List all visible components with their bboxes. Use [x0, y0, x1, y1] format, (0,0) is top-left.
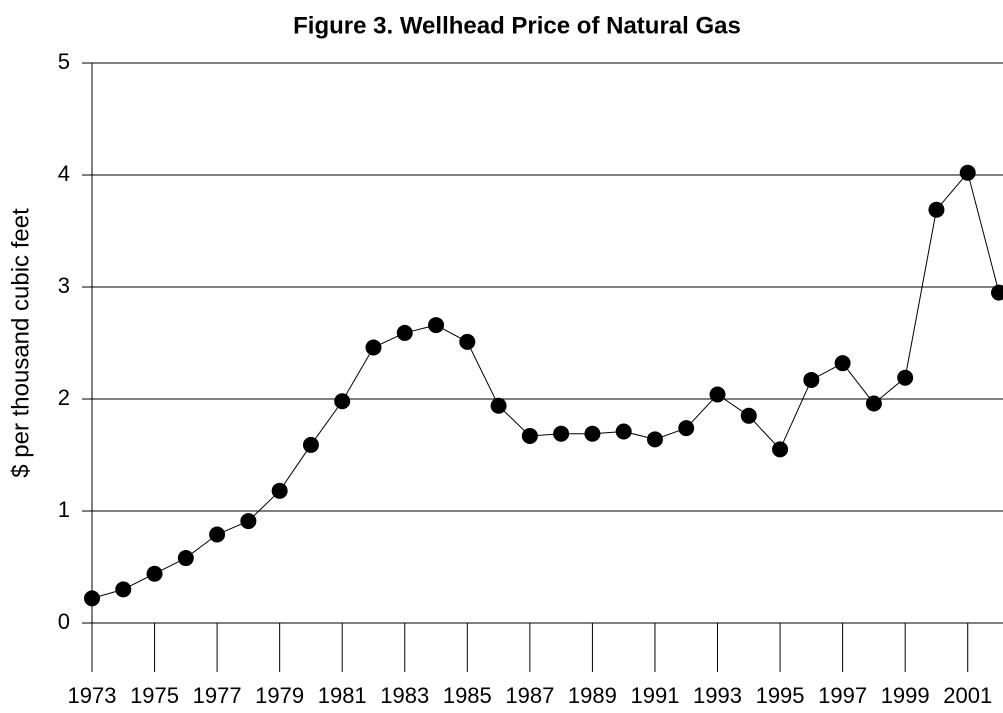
x-tick-label: 1983	[380, 683, 429, 708]
x-tick-label: 1991	[630, 683, 679, 708]
x-tick-label: 1973	[68, 683, 117, 708]
x-tick-label: 1979	[255, 683, 304, 708]
point	[84, 590, 100, 607]
point	[302, 436, 319, 453]
point	[865, 395, 882, 412]
y-tick-label: 1	[58, 497, 70, 522]
point	[897, 369, 914, 386]
point	[271, 482, 288, 499]
point	[959, 164, 976, 181]
point	[177, 550, 194, 567]
point	[490, 397, 507, 414]
x-tick-label: 1977	[193, 683, 242, 708]
point	[521, 427, 538, 444]
point	[803, 371, 820, 388]
point	[740, 407, 757, 424]
x-tick-label: 1975	[130, 683, 179, 708]
point	[678, 420, 695, 437]
point	[459, 333, 476, 350]
x-tick-label: 1985	[443, 683, 492, 708]
point	[240, 513, 257, 530]
y-tick-label: 2	[58, 385, 70, 410]
point	[209, 526, 226, 543]
point	[772, 441, 789, 458]
y-tick-label: 5	[58, 49, 70, 74]
point	[646, 431, 663, 448]
point	[928, 201, 945, 218]
chart-title: Figure 3. Wellhead Price of Natural Gas	[293, 12, 741, 39]
point	[553, 425, 570, 442]
x-tick-label: 1987	[505, 683, 554, 708]
x-tick-label: 1997	[818, 683, 867, 708]
y-tick-label: 3	[58, 273, 70, 298]
point	[615, 423, 632, 440]
y-tick-label: 4	[58, 161, 70, 186]
y-tick-label: 0	[58, 609, 70, 634]
point	[334, 393, 351, 410]
line	[91, 171, 1000, 599]
point	[365, 339, 382, 356]
y-axis-label: $ per thousand cubic feet	[7, 208, 34, 478]
point	[834, 355, 851, 372]
x-tick-label: 2001	[943, 683, 992, 708]
point	[584, 425, 601, 442]
x-tick-label: 1981	[318, 683, 367, 708]
point	[709, 386, 726, 403]
point	[396, 324, 413, 341]
point	[146, 565, 163, 582]
x-tick-label: 1993	[693, 683, 742, 708]
point	[115, 581, 132, 598]
point	[428, 317, 445, 334]
point	[991, 284, 1003, 301]
x-tick-label: 1989	[568, 683, 617, 708]
x-tick-label: 1999	[881, 683, 930, 708]
x-tick-label: 1995	[756, 683, 805, 708]
